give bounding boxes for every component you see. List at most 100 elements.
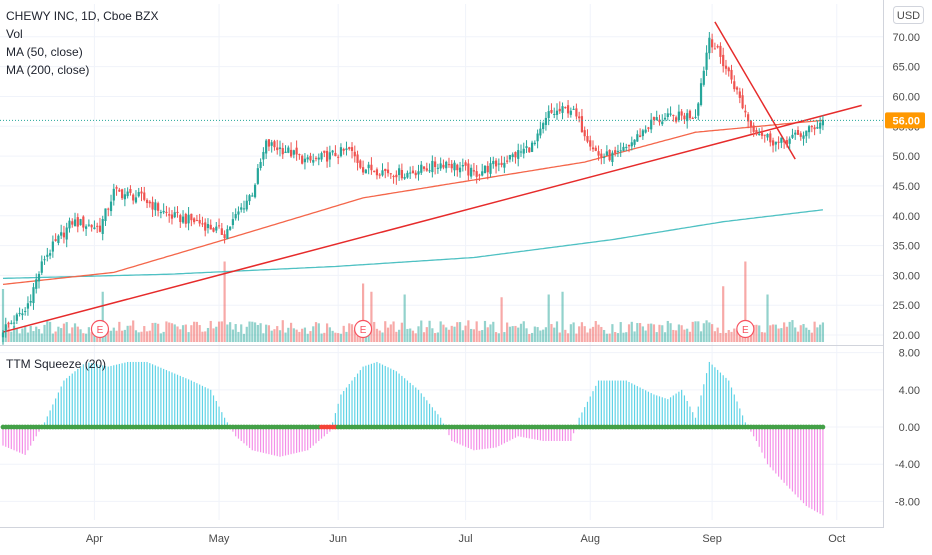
earnings-marker	[354, 319, 373, 339]
candle-body	[256, 168, 259, 184]
volume-bar	[794, 327, 797, 342]
candle-body	[475, 171, 478, 177]
volume-bar	[780, 328, 783, 342]
volume-bar	[644, 330, 647, 342]
candle-body	[115, 187, 118, 189]
candle-body	[292, 150, 295, 155]
candle-body	[785, 140, 789, 146]
volume-bar	[323, 332, 326, 342]
candle-body	[400, 170, 403, 179]
squeeze-dots	[0, 424, 826, 430]
volume-bar	[37, 329, 41, 342]
volume-bar	[367, 331, 370, 342]
candle-body	[713, 48, 716, 50]
volume-bar	[727, 330, 730, 342]
candle-body	[201, 223, 204, 225]
volume-bar	[625, 332, 628, 342]
volume-bar	[713, 331, 716, 342]
volume-bar	[242, 333, 246, 342]
candle-body	[65, 227, 68, 240]
volume-bar	[602, 329, 606, 342]
candle-body	[43, 259, 46, 261]
candle-body	[500, 162, 503, 166]
ma50-path	[2, 119, 823, 286]
candle-body	[181, 216, 185, 223]
candle-body	[434, 161, 437, 168]
volume-bar	[600, 326, 603, 342]
candle-body	[325, 150, 329, 162]
volume-bar	[12, 325, 16, 342]
volume-bar	[569, 324, 572, 342]
volume-bar	[215, 326, 218, 342]
candle-body	[71, 221, 74, 225]
volume-bar	[647, 323, 650, 342]
candle-body	[123, 194, 126, 200]
candle-body	[539, 128, 542, 136]
volume-bar	[771, 324, 775, 342]
candle-body	[600, 153, 603, 158]
candle-body	[162, 210, 165, 213]
volume-bar	[447, 329, 451, 342]
volume-bar	[168, 322, 171, 342]
volume-bar	[661, 325, 664, 342]
volume-bar	[641, 326, 644, 342]
time-tick-label: Oct	[828, 533, 845, 545]
volume-bar	[450, 325, 453, 342]
ma200-legend[interactable]: MA (200, close)	[6, 63, 90, 77]
last-price-label: 56.00	[892, 115, 920, 127]
ma50-legend[interactable]: MA (50, close)	[6, 45, 83, 59]
volume-bar	[655, 332, 658, 342]
candlesticks	[1, 32, 825, 345]
volume-bar	[337, 333, 340, 342]
candle-body	[253, 184, 257, 198]
volume-bar	[60, 328, 63, 342]
volume-bar	[472, 329, 475, 342]
volume-bar	[744, 261, 747, 342]
candle-body	[93, 227, 96, 230]
volume-bar	[672, 329, 675, 342]
volume-bar	[85, 333, 88, 342]
candle-body	[375, 169, 379, 176]
last-price-tag	[885, 112, 925, 129]
vol-legend[interactable]: Vol	[6, 27, 23, 41]
candle-body	[367, 164, 370, 169]
volume-bar	[201, 331, 204, 342]
volume-bar	[519, 323, 523, 342]
volume-bar	[334, 332, 337, 342]
currency-label: USD	[897, 10, 920, 22]
candle-body	[165, 211, 168, 213]
candle-body	[616, 150, 620, 152]
volume-bar	[766, 294, 769, 342]
candle-body	[420, 164, 423, 173]
oscillator-legend[interactable]: TTM Squeeze (20)	[6, 357, 107, 371]
time-tick-label: May	[209, 533, 230, 545]
candle-body	[422, 166, 426, 169]
axes: 20.0025.0030.0035.0040.0045.0050.0055.00…	[0, 0, 925, 545]
candle-body	[514, 152, 517, 158]
volume-bar	[428, 320, 431, 342]
candle-body	[650, 119, 653, 130]
time-tick-label: Apr	[86, 533, 103, 545]
candle-body	[109, 201, 113, 212]
volume-bar	[616, 333, 620, 342]
volume-bar	[403, 294, 406, 342]
chart-title[interactable]: CHEWY INC, 1D, Cboe BZX	[6, 9, 159, 23]
volume-bar	[434, 333, 437, 342]
candle-body	[547, 111, 550, 118]
candle-body	[265, 140, 268, 154]
volume-bar	[458, 322, 462, 342]
volume-bar	[54, 331, 57, 342]
volume-bar	[730, 331, 733, 342]
candle-body	[1, 332, 5, 338]
candle-body	[580, 116, 584, 133]
volume-bar	[755, 324, 758, 342]
volume-bar	[769, 325, 772, 342]
candle-body	[32, 287, 35, 304]
candle-body	[752, 125, 755, 132]
candle-body	[652, 117, 656, 120]
volume-bar	[245, 326, 248, 342]
candle-body	[140, 191, 143, 194]
volume-bar	[10, 331, 13, 342]
